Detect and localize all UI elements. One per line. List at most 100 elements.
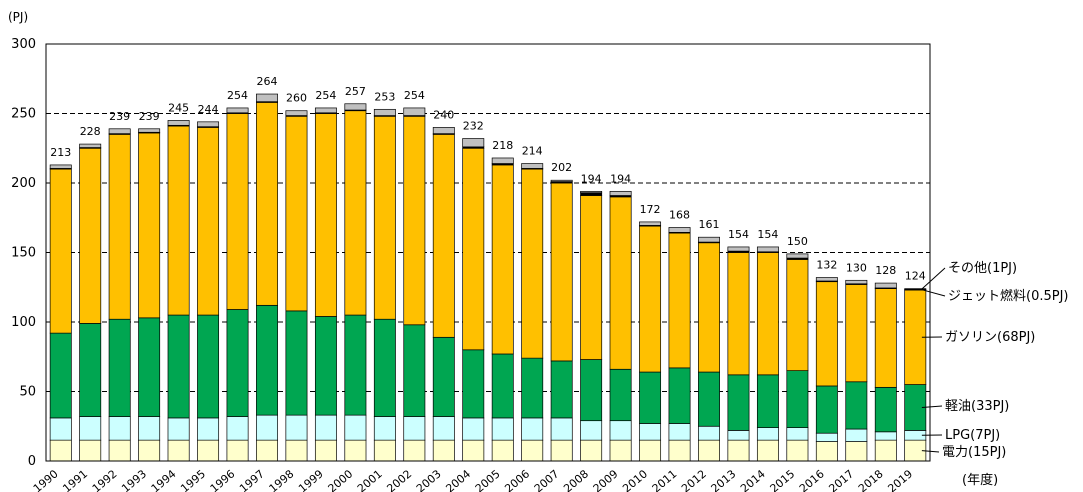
legend-label-other: その他(1PJ) — [948, 261, 1017, 276]
bar-power-2009 — [609, 439, 632, 462]
bar-diesel-2004 — [462, 349, 485, 419]
total-label: 240 — [433, 108, 454, 121]
x-tick-label: 2003 — [414, 467, 444, 492]
x-tick-label: 2016 — [797, 467, 827, 492]
total-label: 194 — [610, 172, 631, 185]
total-label: 264 — [257, 75, 278, 88]
bar-other-1995 — [197, 121, 220, 128]
bar-lpg-2012 — [698, 425, 720, 441]
total-labels: 213 228 239 239 245 244 254 264 260 254 257 253 254 2… — [50, 75, 926, 283]
bar-other-2003 — [432, 127, 455, 135]
x-tick-label: 2013 — [709, 467, 739, 492]
bar-power-1991 — [79, 439, 102, 462]
x-tick-label: 2007 — [532, 467, 562, 492]
bar-gasoline-2015 — [786, 259, 809, 372]
bar-diesel-1997 — [256, 304, 278, 416]
bar-gasoline-2000 — [344, 110, 367, 316]
bar-lpg-2015 — [786, 427, 809, 441]
bar-gasoline-2009 — [609, 196, 632, 370]
x-tick-label: 2018 — [856, 467, 886, 492]
bar-lpg-2007 — [550, 417, 573, 441]
x-tick-label: 1991 — [60, 467, 90, 492]
bar-lpg-1992 — [108, 416, 131, 441]
x-tick-label: 2009 — [591, 467, 621, 492]
bar-gasoline-2007 — [550, 182, 573, 362]
bar-gasoline-1991 — [79, 147, 102, 324]
bar-gasoline-2001 — [373, 115, 396, 320]
bar-gasoline-1994 — [167, 125, 190, 316]
y-unit-label: (PJ) — [8, 10, 28, 24]
bar-lpg-2006 — [521, 417, 544, 441]
y-axis-ticks: 0 50 100 150 200 250 300 — [11, 37, 36, 469]
bar-gasoline-2005 — [491, 164, 514, 355]
bar-lpg-2018 — [874, 431, 897, 441]
total-label: 254 — [227, 89, 248, 102]
x-tick-label: 1995 — [178, 467, 208, 492]
bar-lpg-1993 — [138, 416, 161, 441]
x-tick-label: 2010 — [620, 467, 650, 492]
bar-diesel-2005 — [491, 353, 514, 419]
bar-lpg-2014 — [756, 427, 779, 441]
bar-other-2004 — [462, 138, 485, 148]
bar-lpg-2008 — [580, 420, 603, 441]
legend: その他(1PJ) ジェット燃料(0.5PJ) ガソリン(68PJ) 軽油(33PJ) L… — [921, 261, 1069, 460]
bar-gasoline-1997 — [256, 102, 278, 306]
bar-lpg-1995 — [197, 417, 220, 441]
bar-other-1992 — [108, 128, 131, 135]
bar-diesel-2011 — [668, 367, 691, 424]
bar-power-1999 — [314, 439, 337, 462]
legend-leader-other — [921, 267, 946, 290]
bar-other-2016 — [815, 277, 838, 282]
bar-diesel-2001 — [373, 318, 396, 417]
y-tick-label: 150 — [11, 246, 36, 261]
bar-lpg-2011 — [668, 423, 691, 441]
bar-gasoline-2013 — [727, 252, 750, 376]
bar-other-2013 — [727, 246, 750, 252]
x-tick-label: 2008 — [561, 467, 591, 492]
total-label: 239 — [109, 110, 130, 123]
bar-lpg-1997 — [256, 414, 278, 441]
x-tick-label: 2019 — [885, 467, 915, 492]
bar-other-1993 — [138, 128, 161, 133]
bar-other-2008 — [580, 190, 603, 194]
y-tick-label: 50 — [19, 385, 36, 400]
total-label: 232 — [463, 120, 484, 133]
bar-other-2017 — [845, 279, 868, 285]
bar-other-1997 — [256, 93, 278, 103]
bar-diesel-2018 — [874, 386, 897, 433]
bar-gasoline-1995 — [197, 127, 220, 316]
x-tick-label: 2001 — [355, 467, 385, 492]
bar-diesel-1998 — [285, 310, 308, 416]
bar-lpg-1998 — [285, 414, 308, 441]
total-label: 202 — [551, 161, 572, 174]
x-tick-label: 1993 — [119, 467, 149, 492]
x-tick-label: 2004 — [443, 467, 473, 492]
total-label: 254 — [315, 89, 336, 102]
bar-other-2019 — [904, 288, 927, 290]
bar-gasoline-1990 — [49, 168, 72, 334]
bar-power-1997 — [256, 439, 278, 462]
total-label: 244 — [198, 103, 219, 116]
x-tick-label: 1990 — [31, 467, 61, 492]
bar-diesel-2008 — [580, 359, 603, 422]
x-tick-label: 2014 — [738, 467, 768, 492]
bar-lpg-2005 — [491, 417, 514, 441]
bar-other-2010 — [639, 221, 662, 226]
total-label: 132 — [816, 259, 837, 272]
bar-power-2011 — [668, 439, 691, 462]
bar-diesel-1999 — [314, 316, 337, 416]
x-tick-label: 1992 — [90, 467, 120, 492]
bar-other-1990 — [49, 164, 72, 169]
legend-label-lpg: LPG(7PJ) — [945, 428, 1000, 443]
y-tick-label: 300 — [11, 37, 36, 52]
plot-frame — [45, 43, 931, 462]
bar-power-2001 — [373, 439, 396, 462]
bar-power-1990 — [49, 439, 72, 462]
bar-diesel-1996 — [226, 309, 249, 417]
bar-diesel-1993 — [138, 317, 161, 417]
legend-label-diesel: 軽油(33PJ) — [945, 399, 1009, 414]
bar-diesel-2017 — [845, 381, 868, 430]
total-label: 245 — [168, 101, 189, 114]
total-label: 218 — [492, 139, 513, 152]
bar-lpg-2001 — [373, 416, 396, 441]
